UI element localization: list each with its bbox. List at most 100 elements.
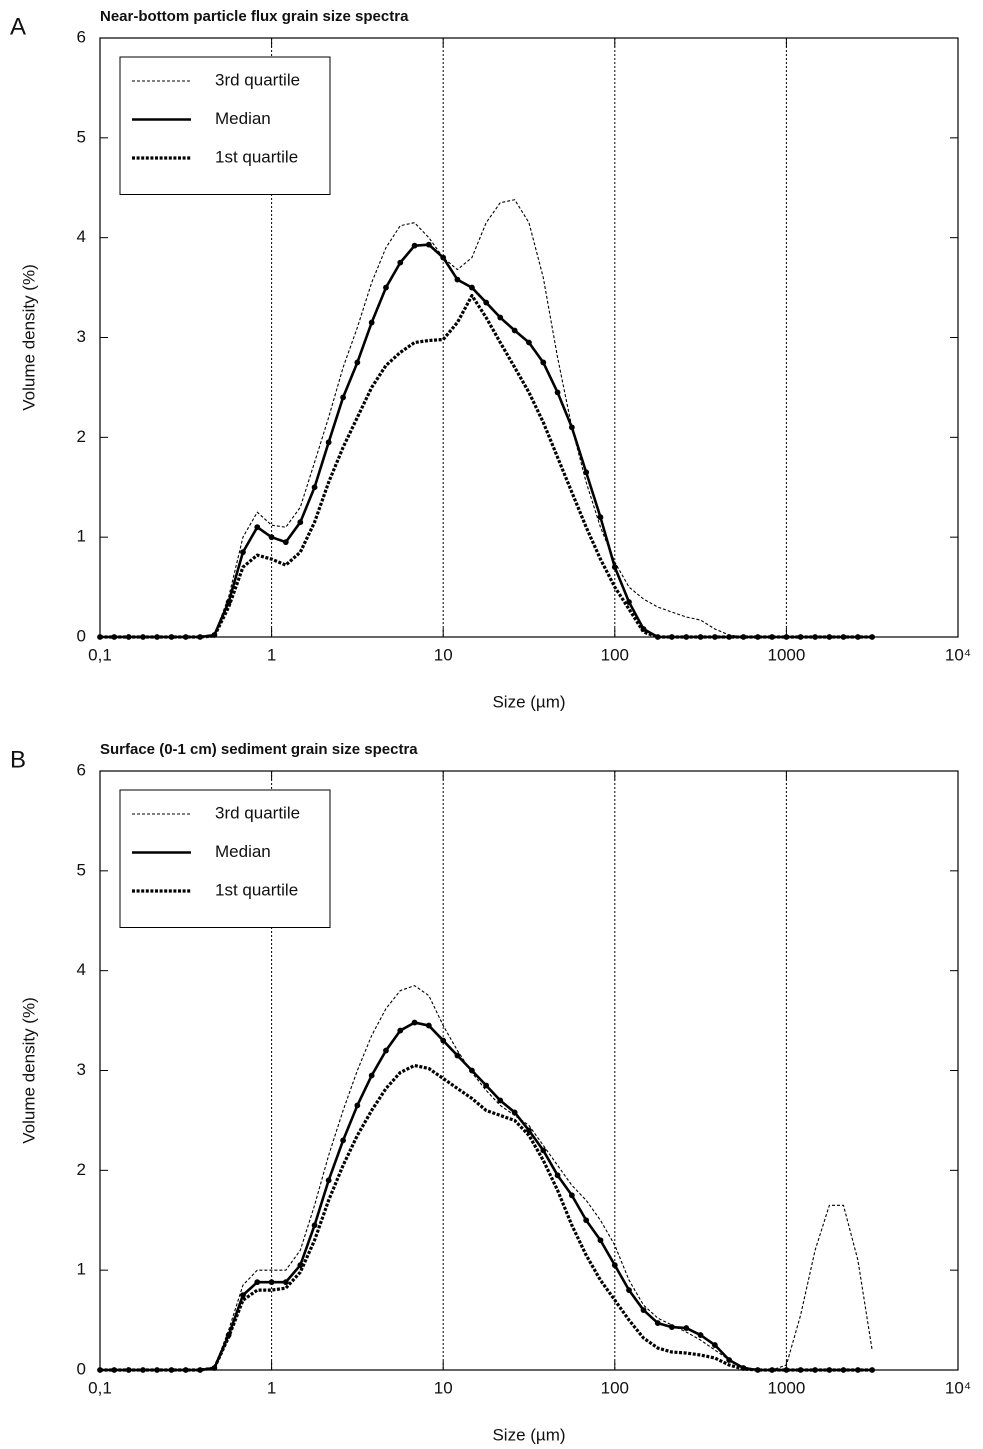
data-point <box>268 1279 275 1286</box>
data-point <box>325 1177 332 1184</box>
data-point <box>425 241 432 248</box>
data-point <box>383 284 389 291</box>
data-point <box>340 1137 346 1144</box>
data-point <box>654 1320 661 1326</box>
x-tick-label: 10 <box>434 1378 453 1397</box>
y-tick-label: 5 <box>77 127 86 146</box>
data-point <box>511 327 518 334</box>
data-point <box>383 1047 389 1054</box>
data-point <box>626 1287 632 1294</box>
data-point <box>683 1325 690 1331</box>
data-point <box>297 519 304 526</box>
data-point <box>497 1097 504 1104</box>
data-line <box>100 199 873 638</box>
y-axis-label: Volume density (%) <box>19 264 38 410</box>
data-point <box>554 389 561 396</box>
x-tick-label: 10 <box>434 645 453 664</box>
x-axis-label: Size (µm) <box>492 692 565 711</box>
data-point <box>611 1262 618 1269</box>
legend-label: 1st quartile <box>215 147 298 166</box>
data-point <box>311 1222 318 1229</box>
data-line <box>100 1021 873 1372</box>
data-point <box>526 1127 532 1134</box>
data-point <box>254 1279 261 1286</box>
x-tick-label: 0,1 <box>88 1378 112 1397</box>
legend-label: Median <box>215 109 271 128</box>
data-point <box>354 359 361 366</box>
data-point <box>325 439 332 446</box>
data-point <box>454 276 461 283</box>
y-tick-label: 1 <box>77 1260 86 1279</box>
data-point <box>240 549 246 556</box>
x-tick-label: 1000 <box>767 645 805 664</box>
legend-label: 3rd quartile <box>215 70 300 89</box>
data-point <box>397 1027 404 1034</box>
x-tick-label: 100 <box>601 1378 629 1397</box>
y-tick-label: 2 <box>77 1160 86 1179</box>
data-point <box>282 539 289 546</box>
data-line <box>100 1063 873 1372</box>
data-point <box>640 1307 647 1313</box>
data-point <box>711 1342 718 1348</box>
x-tick-label: 0,1 <box>88 645 112 664</box>
data-point <box>425 1022 432 1029</box>
data-point <box>440 254 447 261</box>
data-point <box>469 1067 475 1074</box>
data-point <box>511 1109 518 1116</box>
x-tick-label: 10⁴ <box>945 1378 971 1397</box>
data-point <box>368 1072 375 1079</box>
y-tick-label: 4 <box>77 227 86 246</box>
y-tick-label: 4 <box>77 960 86 979</box>
data-point <box>297 1262 304 1269</box>
legend-label: Median <box>215 842 271 861</box>
data-point <box>368 319 375 326</box>
chart-title: Near-bottom particle flux grain size spe… <box>100 8 409 25</box>
panel-label: B <box>10 746 26 773</box>
data-point <box>240 1292 246 1299</box>
data-point <box>340 394 346 401</box>
data-point <box>483 299 490 306</box>
data-point <box>597 1237 604 1244</box>
x-axis-label: Size (µm) <box>492 1425 565 1444</box>
y-tick-label: 6 <box>77 760 86 779</box>
legend-label: 3rd quartile <box>215 803 300 822</box>
data-point <box>282 1279 289 1286</box>
data-point <box>568 1192 575 1199</box>
x-tick-label: 100 <box>601 645 629 664</box>
data-point <box>626 599 632 605</box>
chart-panel: B Surface (0-1 cm) sediment grain size sp… <box>10 741 971 1445</box>
x-tick-label: 1 <box>267 645 276 664</box>
y-tick-label: 1 <box>77 527 86 546</box>
y-tick-label: 6 <box>77 27 86 46</box>
data-point <box>454 1052 461 1059</box>
panel-label: A <box>10 13 26 40</box>
data-point <box>440 1037 447 1044</box>
y-tick-label: 0 <box>77 1359 86 1378</box>
y-tick-label: 2 <box>77 427 86 446</box>
data-point <box>611 564 618 571</box>
x-tick-label: 1000 <box>767 1378 805 1397</box>
x-tick-label: 10⁴ <box>945 645 971 664</box>
plot-frame <box>99 770 959 1371</box>
data-point <box>311 484 318 491</box>
data-point <box>726 1357 733 1363</box>
data-point <box>526 339 532 346</box>
y-tick-label: 3 <box>77 327 86 346</box>
data-point <box>411 242 418 249</box>
data-point <box>583 1217 590 1224</box>
data-point <box>469 284 475 291</box>
data-point <box>540 1147 547 1154</box>
data-point <box>668 1324 675 1330</box>
data-point <box>568 424 575 431</box>
x-tick-label: 1 <box>267 1378 276 1397</box>
data-point <box>697 1332 704 1338</box>
data-line <box>100 293 873 639</box>
data-point <box>483 1082 490 1089</box>
y-tick-label: 3 <box>77 1060 86 1079</box>
data-point <box>411 1019 418 1026</box>
data-point <box>540 359 547 366</box>
y-axis-label: Volume density (%) <box>19 997 38 1143</box>
data-point <box>397 259 404 266</box>
y-tick-label: 0 <box>77 626 86 645</box>
chart-title: Surface (0-1 cm) sediment grain size spe… <box>100 741 418 758</box>
